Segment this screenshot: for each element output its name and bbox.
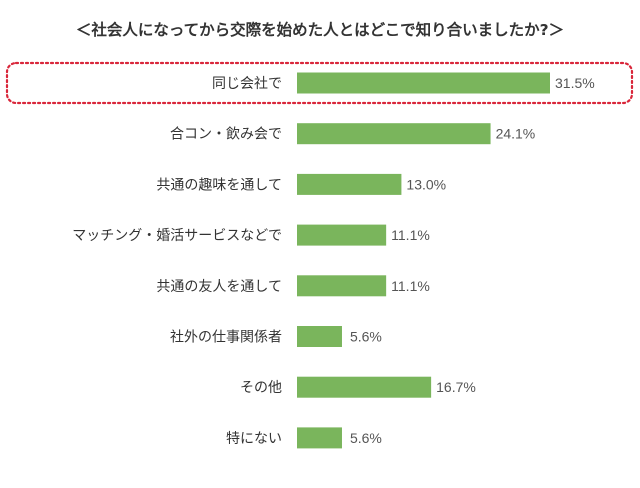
value-label: 5.6% [350,329,382,345]
value-label: 24.1% [496,126,536,142]
value-label: 5.6% [350,430,382,446]
category-label: 共通の友人を通して [156,279,282,295]
bar [297,326,342,347]
bar [297,224,387,246]
bar [297,427,342,449]
value-label: 11.1% [391,278,430,294]
highlight-outline [5,61,634,105]
category-label: 同じ会社で [212,76,282,92]
value-label: 16.7% [436,379,476,395]
value-label: 11.1% [391,227,430,243]
category-label: 特にない [226,431,282,447]
bar [297,376,432,398]
value-label: 13.0% [406,176,446,192]
bar [297,72,550,94]
bar [297,275,387,297]
bar [297,123,491,145]
chart-title: ＜社会人になってから交際を始めた人とはどこで知り合いましたか?＞ [75,21,565,39]
category-label: 社外の仕事関係者 [170,330,282,346]
category-label: その他 [240,380,282,396]
category-label: 共通の趣味を通して [156,177,282,193]
category-label: マッチング・婚活サービスなどで [72,228,282,244]
value-label: 31.5% [555,75,595,91]
category-label: 合コン・飲み会で [170,127,282,143]
bar [297,173,402,195]
